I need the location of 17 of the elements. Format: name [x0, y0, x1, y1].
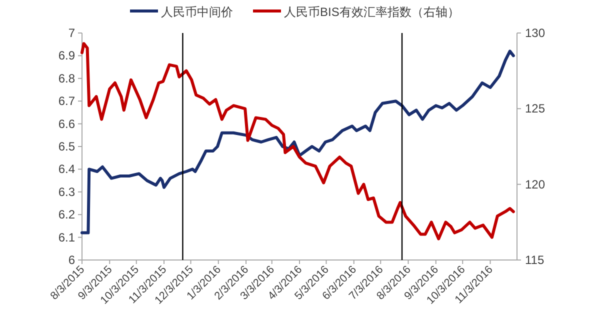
y-tick-label: 6.5: [58, 140, 76, 154]
y-tick-label: 6.4: [58, 162, 76, 176]
y-tick-label: 6.8: [58, 71, 76, 86]
legend-label: 人民币中间价: [161, 5, 233, 19]
y-tick-label: 7: [68, 26, 76, 40]
legend-label: 人民币BIS有效汇率指数（右轴）: [284, 5, 460, 19]
y-tick-label: 6: [68, 253, 76, 267]
y-tick-label: 6.9: [58, 48, 76, 63]
y-tick-label: 6.6: [58, 116, 76, 131]
y-tick-label: 6.1: [58, 230, 76, 244]
y-tick-label: 6.3: [58, 184, 76, 199]
y2-tick-label: 120: [525, 177, 546, 192]
y-tick-label: 6.7: [58, 94, 76, 108]
y-tick-label: 6.2: [58, 208, 76, 222]
y2-tick-label: 130: [525, 26, 546, 40]
y2-tick-label: 115: [525, 253, 544, 267]
y2-tick-label: 125: [525, 102, 546, 116]
